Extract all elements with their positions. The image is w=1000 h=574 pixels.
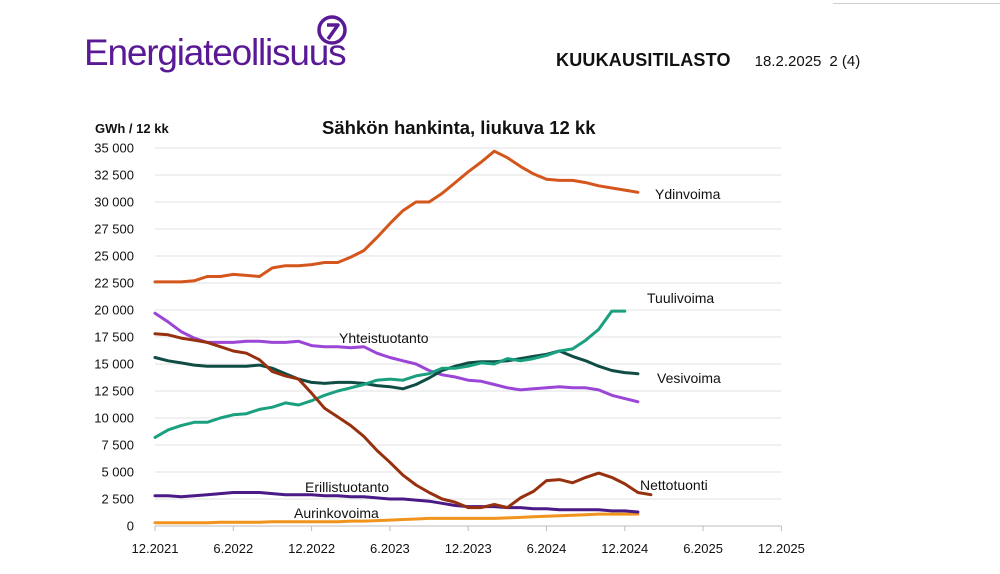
- x-tick-label: 6.2023: [370, 541, 410, 556]
- x-tick-label: 12.2022: [288, 541, 335, 556]
- logo-mark-icon: [317, 15, 347, 45]
- x-tick-label: 12.2023: [445, 541, 492, 556]
- series-line-vesivoima: [153, 349, 640, 391]
- y-tick-labels: 0 2 500 5 000 7 500 10 000 12 500 15 000 17 500…: [94, 141, 134, 534]
- series-label-nettotuonti: Nettotuonti: [640, 477, 708, 493]
- y-tick-label: 10 000: [94, 411, 134, 426]
- x-tick-label: 12.2025: [758, 541, 805, 556]
- series-label-tuulivoima: Tuulivoima: [647, 290, 714, 306]
- series-lines: [153, 149, 653, 525]
- series-label-ydinvoima: Ydinvoima: [655, 186, 721, 202]
- series-label-vesivoima: Vesivoima: [657, 370, 721, 386]
- x-tick-label: 12.2021: [132, 541, 179, 556]
- report-date: 18.2.2025: [754, 53, 822, 70]
- series-line-aurinkovoima: [153, 512, 640, 525]
- series-line-nettotuonti: [153, 332, 653, 510]
- series-line-erillistuotanto: [153, 491, 640, 514]
- y-tick-label: 20 000: [94, 303, 134, 318]
- y-tick-label: 2 500: [101, 492, 134, 507]
- report-header: KUUKAUSITILASTO 18.2.2025 2 (4): [556, 50, 860, 71]
- y-tick-label: 5 000: [101, 465, 134, 480]
- x-axis: 12.2021 6.2022 12.2022 6.2023 12.2023 6.2024 1…: [132, 526, 805, 556]
- chart-title: Sähkön hankinta, liukuva 12 kk: [322, 117, 596, 138]
- series-label-yhteistuotanto: Yhteistuotanto: [339, 330, 429, 346]
- y-tick-label: 35 000: [94, 141, 134, 156]
- x-tick-label: 6.2022: [213, 541, 253, 556]
- gridlines: [155, 147, 782, 527]
- x-tick-label: 12.2024: [601, 541, 648, 556]
- y-tick-label: 0: [127, 519, 134, 534]
- top-rule: [833, 0, 1000, 4]
- report-page-number: 2 (4): [829, 53, 861, 70]
- series-labels: Ydinvoima Tuulivoima Vesivoima Yhteistuotan…: [294, 186, 721, 521]
- series-line-tuulivoima: [153, 309, 627, 439]
- company-logo: Energiateollisuus: [84, 14, 364, 74]
- x-tick-label: 6.2025: [683, 541, 723, 556]
- y-tick-label: 27 500: [94, 222, 134, 237]
- y-axis-unit-label: GWh / 12 kk: [95, 121, 169, 136]
- y-tick-label: 25 000: [94, 249, 134, 264]
- y-tick-label: 30 000: [94, 195, 134, 210]
- y-tick-label: 22 500: [94, 276, 134, 291]
- y-tick-label: 15 000: [94, 357, 134, 372]
- y-tick-label: 7 500: [101, 438, 134, 453]
- series-label-erillistuotanto: Erillistuotanto: [305, 479, 389, 495]
- series-line-yhteistuotanto: [153, 311, 640, 404]
- y-tick-label: 17 500: [94, 330, 134, 345]
- y-tick-label: 12 500: [94, 384, 134, 399]
- series-line-ydinvoima: [153, 149, 640, 284]
- logo-text: Energiateollisuus: [84, 32, 347, 73]
- series-label-aurinkovoima: Aurinkovoima: [294, 505, 379, 521]
- x-tick-label: 6.2024: [527, 541, 567, 556]
- report-title: KUUKAUSITILASTO: [556, 50, 731, 70]
- y-tick-label: 32 500: [94, 168, 134, 183]
